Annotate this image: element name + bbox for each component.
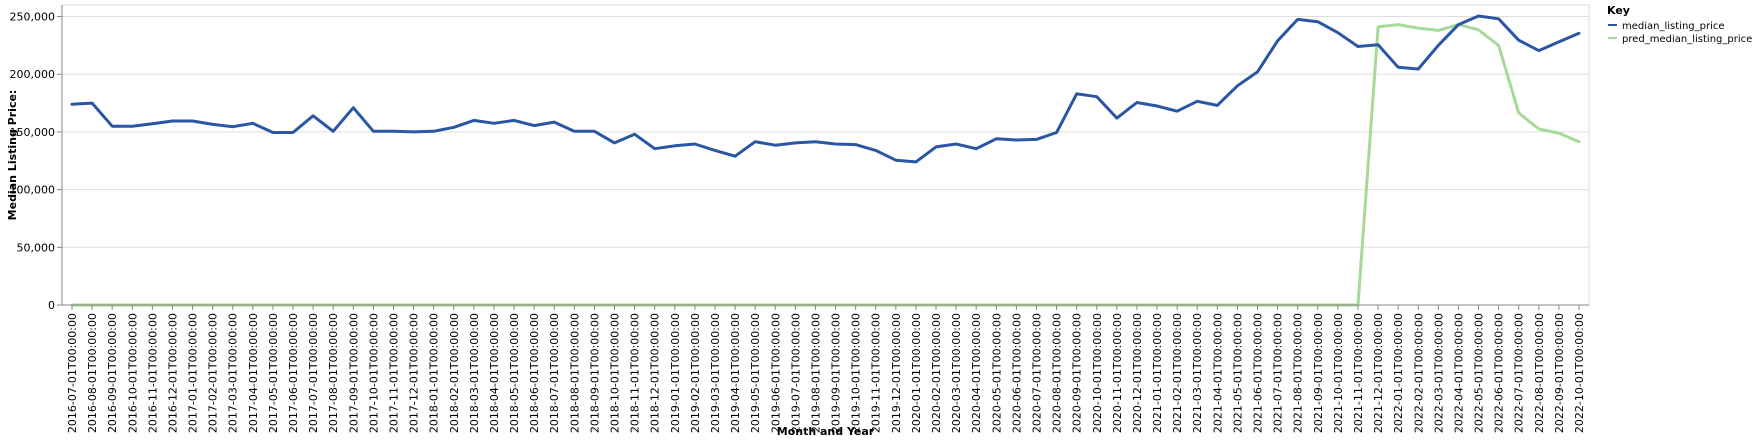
y-tick-label: 150,000 xyxy=(10,126,56,139)
x-tick-label: 2019-05-01T00:00:00 xyxy=(749,313,762,433)
x-tick-label: 2022-06-01T00:00:00 xyxy=(1493,313,1506,433)
x-tick-label: 2019-02-01T00:00:00 xyxy=(689,313,702,433)
x-tick-label: 2016-07-01T00:00:00 xyxy=(66,313,79,433)
x-tick-label: 2017-06-01T00:00:00 xyxy=(287,313,300,433)
x-tick-label: 2019-03-01T00:00:00 xyxy=(709,313,722,433)
x-tick-label: 2020-12-01T00:00:00 xyxy=(1131,313,1144,433)
legend-label: median_listing_price xyxy=(1622,21,1725,32)
x-tick-label: 2017-08-01T00:00:00 xyxy=(327,313,340,433)
x-tick-label: 2021-02-01T00:00:00 xyxy=(1171,313,1184,433)
x-tick-label: 2017-03-01T00:00:00 xyxy=(227,313,240,433)
x-tick-label: 2022-02-01T00:00:00 xyxy=(1412,313,1425,433)
x-tick-label: 2021-01-01T00:00:00 xyxy=(1151,313,1164,433)
x-tick-label: 2018-01-01T00:00:00 xyxy=(428,313,441,433)
x-tick-label: 2017-07-01T00:00:00 xyxy=(307,313,320,433)
x-tick-label: 2020-07-01T00:00:00 xyxy=(1030,313,1043,433)
x-axis: 2016-07-01T00:00:00 2016-08-01T00:00:00 20… xyxy=(62,304,1589,433)
x-tick-label: 2019-01-01T00:00:00 xyxy=(669,313,682,433)
y-tick-label: 50,000 xyxy=(17,241,56,254)
y-axis-title: Median Listing Price: xyxy=(6,90,19,221)
x-tick-label: 2021-06-01T00:00:00 xyxy=(1252,313,1265,433)
x-tick-label: 2021-07-01T00:00:00 xyxy=(1272,313,1285,433)
x-tick-label: 2021-08-01T00:00:00 xyxy=(1292,313,1305,433)
series-line-median-listing-price xyxy=(70,14,1581,164)
x-tick-label: 2022-07-01T00:00:00 xyxy=(1513,313,1526,433)
x-tick-label: 2022-03-01T00:00:00 xyxy=(1432,313,1445,433)
x-tick-label: 2018-10-01T00:00:00 xyxy=(609,313,622,433)
x-tick-label: 2021-05-01T00:00:00 xyxy=(1231,313,1244,433)
series-lines xyxy=(70,14,1581,307)
x-tick-label: 2018-11-01T00:00:00 xyxy=(629,313,642,433)
x-tick-label: 2020-04-01T00:00:00 xyxy=(970,313,983,433)
x-tick-label: 2017-10-01T00:00:00 xyxy=(367,313,380,433)
x-tick-label: 2019-12-01T00:00:00 xyxy=(890,313,903,433)
x-tick-label: 2020-01-01T00:00:00 xyxy=(910,313,923,433)
x-tick-label: 2019-07-01T00:00:00 xyxy=(789,313,802,433)
series-line-pred-median-listing-price xyxy=(70,23,1581,307)
x-tick-label: 2017-02-01T00:00:00 xyxy=(207,313,220,433)
x-tick-label: 2019-09-01T00:00:00 xyxy=(830,313,843,433)
x-tick-label: 2016-08-01T00:00:00 xyxy=(86,313,99,433)
y-tick-label: 200,000 xyxy=(10,68,56,81)
x-tick-label: 2016-10-01T00:00:00 xyxy=(126,313,139,433)
x-tick-label: 2018-08-01T00:00:00 xyxy=(568,313,581,433)
x-tick-label: 2016-09-01T00:00:00 xyxy=(106,313,119,433)
x-tick-label: 2021-09-01T00:00:00 xyxy=(1312,313,1325,433)
x-tick-label: 2020-06-01T00:00:00 xyxy=(1010,313,1023,433)
x-tick-label: 2018-02-01T00:00:00 xyxy=(448,313,461,433)
x-tick-label: 2020-11-01T00:00:00 xyxy=(1111,313,1124,433)
x-tick-label: 2018-05-01T00:00:00 xyxy=(508,313,521,433)
x-tick-label: 2019-11-01T00:00:00 xyxy=(870,313,883,433)
x-tick-label: 2018-09-01T00:00:00 xyxy=(588,313,601,433)
x-tick-label: 2021-10-01T00:00:00 xyxy=(1332,313,1345,433)
y-axis: 0 50,000 100,000 150,000 200,000 250,000 xyxy=(10,5,63,312)
x-tick-label: 2020-10-01T00:00:00 xyxy=(1091,313,1104,433)
x-tick-label: 2021-12-01T00:00:00 xyxy=(1372,313,1385,433)
x-tick-label: 2022-05-01T00:00:00 xyxy=(1473,313,1486,433)
x-tick-label: 2020-02-01T00:00:00 xyxy=(930,313,943,433)
x-tick-label: 2018-07-01T00:00:00 xyxy=(548,313,561,433)
x-tick-label: 2021-04-01T00:00:00 xyxy=(1211,313,1224,433)
x-tick-label: 2018-04-01T00:00:00 xyxy=(488,313,501,433)
x-tick-label: 2019-04-01T00:00:00 xyxy=(729,313,742,433)
x-tick-label: 2018-12-01T00:00:00 xyxy=(649,313,662,433)
x-tick-label: 2020-05-01T00:00:00 xyxy=(990,313,1003,433)
x-tick-label: 2016-12-01T00:00:00 xyxy=(166,313,179,433)
x-tick-label: 2017-09-01T00:00:00 xyxy=(347,313,360,433)
x-tick-label: 2022-04-01T00:00:00 xyxy=(1452,313,1465,433)
x-tick-label: 2021-11-01T00:00:00 xyxy=(1352,313,1365,433)
x-tick-label: 2022-08-01T00:00:00 xyxy=(1533,313,1546,433)
y-tick-label: 250,000 xyxy=(10,11,56,24)
x-tick-label: 2021-03-01T00:00:00 xyxy=(1191,313,1204,433)
x-tick-label: 2022-09-01T00:00:00 xyxy=(1553,313,1566,433)
x-tick-label: 2019-10-01T00:00:00 xyxy=(850,313,863,433)
x-tick-label: 2017-12-01T00:00:00 xyxy=(408,313,421,433)
x-tick-label: 2022-10-01T00:00:00 xyxy=(1573,313,1586,433)
x-tick-label: 2020-08-01T00:00:00 xyxy=(1051,313,1064,433)
x-tick-label: 2017-01-01T00:00:00 xyxy=(187,313,200,433)
x-tick-label: 2019-06-01T00:00:00 xyxy=(769,313,782,433)
x-tick-label: 2018-06-01T00:00:00 xyxy=(528,313,541,433)
x-tick-label: 2020-03-01T00:00:00 xyxy=(950,313,963,433)
x-axis-title: Month and Year xyxy=(777,425,875,438)
y-tick-label: 100,000 xyxy=(10,184,56,197)
x-tick-label: 2016-11-01T00:00:00 xyxy=(146,313,159,433)
legend-label: pred_median_listing_price xyxy=(1622,34,1752,45)
x-tick-label: 2018-03-01T00:00:00 xyxy=(468,313,481,433)
x-tick-label: 2017-05-01T00:00:00 xyxy=(267,313,280,433)
x-tick-label: 2020-09-01T00:00:00 xyxy=(1071,313,1084,433)
y-tick-label: 0 xyxy=(48,299,55,312)
legend: Key median_listing_price pred_median_list… xyxy=(1607,4,1752,45)
x-tick-label: 2019-08-01T00:00:00 xyxy=(809,313,822,433)
x-tick-label: 2022-01-01T00:00:00 xyxy=(1392,313,1405,433)
x-tick-label: 2017-04-01T00:00:00 xyxy=(247,313,260,433)
x-tick-label: 2017-11-01T00:00:00 xyxy=(387,313,400,433)
legend-title: Key xyxy=(1607,4,1630,17)
